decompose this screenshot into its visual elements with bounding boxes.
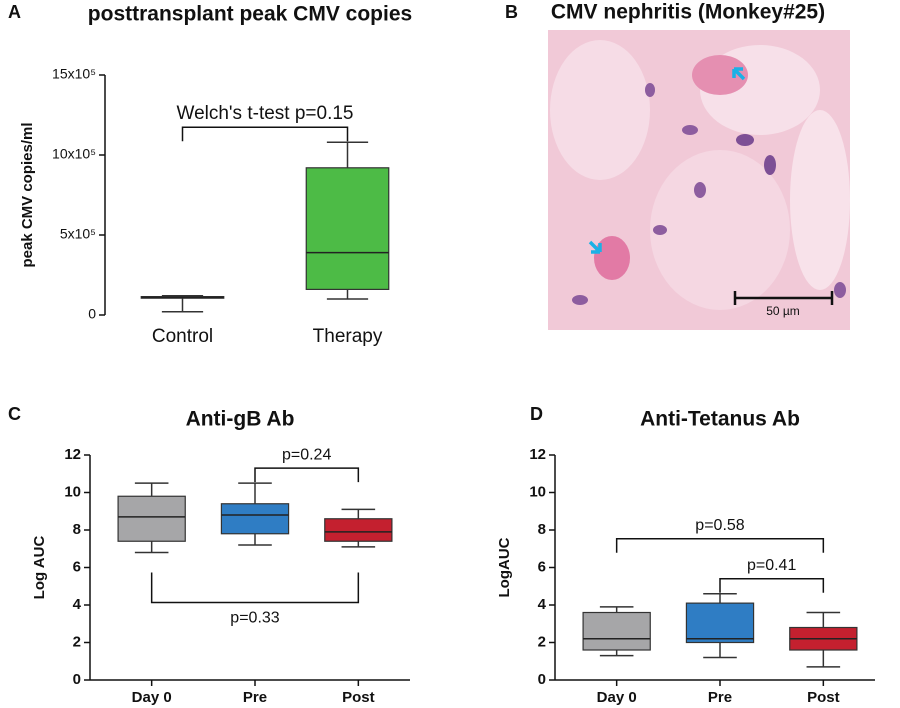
y-tick-label: 0 <box>538 671 546 688</box>
comparison-label: p=0.33 <box>230 610 279 627</box>
x-tick-label: Post <box>342 689 375 706</box>
arrow <box>588 240 602 254</box>
x-tick-label: Control <box>152 326 213 347</box>
y-tick-label: 10 <box>529 483 546 500</box>
comparison-label: p=0.41 <box>747 557 796 574</box>
y-tick-label: 12 <box>64 446 81 463</box>
x-tick-label: Day 0 <box>132 689 172 706</box>
comparison-bracket <box>181 126 349 142</box>
x-tick-label: Pre <box>708 689 732 706</box>
comparison-bracket <box>615 538 825 553</box>
comparison-label: p=0.24 <box>282 446 331 463</box>
chart-title: posttransplant peak CMV copies <box>88 3 412 26</box>
box <box>305 167 390 291</box>
panel-label: C <box>8 404 21 424</box>
y-tick-label: 8 <box>538 521 546 538</box>
x-tick-label: Day 0 <box>597 689 637 706</box>
x-tick-label: Pre <box>243 689 267 706</box>
y-tick-label: 0 <box>88 306 96 322</box>
y-tick-label: 2 <box>73 633 81 650</box>
box <box>220 503 290 535</box>
panel-label: B <box>505 2 518 22</box>
panel-label: A <box>8 2 21 22</box>
scale-bar-label: 50 µm <box>766 304 800 318</box>
scale-bar <box>733 291 834 305</box>
y-tick-label: 4 <box>538 596 547 613</box>
box <box>117 495 186 542</box>
comparison-bracket <box>150 572 360 604</box>
y-tick-label: 6 <box>538 558 546 575</box>
y-tick-label: 6 <box>73 558 81 575</box>
y-tick-label: 10 <box>64 483 81 500</box>
box <box>324 518 393 542</box>
y-tick-label: 4 <box>73 596 82 613</box>
y-tick-label: 10x10⁵ <box>52 146 96 162</box>
y-axis-label: Log AUC <box>31 536 48 600</box>
histology-image <box>548 30 850 330</box>
comparison-label: Welch's t-test p=0.15 <box>176 103 353 124</box>
y-tick-label: 2 <box>538 633 546 650</box>
y-tick-label: 15x10⁵ <box>52 66 96 82</box>
chart-title: Anti-gB Ab <box>186 408 295 431</box>
x-tick-label: Therapy <box>313 326 383 347</box>
y-axis-label: peak CMV copies/ml <box>19 122 36 267</box>
y-tick-label: 12 <box>529 446 546 463</box>
comparison-bracket <box>719 578 825 593</box>
y-tick-label: 5x10⁵ <box>60 226 96 242</box>
x-tick-label: Post <box>807 689 840 706</box>
y-tick-label: 0 <box>73 671 81 688</box>
arrow <box>732 67 746 81</box>
y-axis-label: LogAUC <box>496 537 513 597</box>
box <box>582 611 651 651</box>
chart-title: Anti-Tetanus Ab <box>640 408 800 431</box>
chart-title: CMV nephritis (Monkey#25) <box>551 1 825 24</box>
comparison-label: p=0.58 <box>695 517 744 534</box>
panel-label: D <box>530 404 543 424</box>
comparison-bracket <box>254 467 360 483</box>
y-tick-label: 8 <box>73 521 81 538</box>
box <box>685 602 755 644</box>
